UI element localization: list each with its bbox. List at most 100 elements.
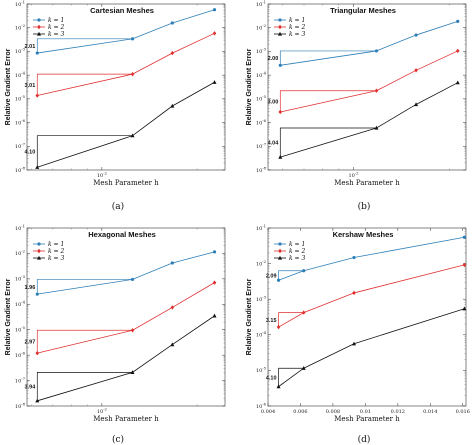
data-point-k1 (212, 250, 217, 254)
slope-triangle (278, 312, 304, 328)
data-point-k2 (35, 350, 40, 356)
legend-marker (37, 255, 41, 260)
data-point-k3 (170, 342, 175, 347)
y-tick-label: 10-7 (15, 376, 26, 385)
y-tick-label: 10-5 (256, 366, 267, 375)
data-point-k1 (276, 278, 281, 282)
data-point-k3 (455, 80, 460, 85)
x-tick-label: 10-2 (97, 171, 108, 180)
x-tick-label: 10-2 (97, 407, 108, 416)
data-point-k1 (278, 63, 282, 67)
slope-label: 3.15 (266, 318, 277, 324)
legend-label: k = 1 (289, 17, 305, 24)
legend-marker (278, 242, 282, 246)
chart-panel-1: 10-810-710-610-510-410-310-210-110-2Mesh… (5, 0, 226, 212)
data-point-k1 (35, 51, 39, 55)
panel-caption: (b) (358, 201, 371, 212)
data-point-k3 (414, 102, 419, 107)
series-line-k1 (278, 236, 465, 281)
legend-label: k = 2 (289, 24, 305, 31)
data-point-k3 (278, 154, 283, 159)
legend-marker (278, 255, 282, 260)
x-tick-label: 0.012 (391, 409, 405, 415)
legend-marker (37, 24, 41, 30)
series-line-k1 (280, 20, 458, 66)
data-point-k1 (456, 19, 460, 23)
y-tick-label: 10-8 (256, 165, 267, 174)
y-tick-label: 10-6 (256, 401, 267, 410)
legend-label: k = 1 (48, 241, 64, 248)
y-tick-label: 10-2 (15, 23, 26, 32)
data-point-k3 (462, 306, 467, 311)
plot-frame (26, 227, 226, 407)
y-tick-label: 10-5 (15, 325, 26, 334)
y-tick-label: 10-3 (15, 47, 26, 56)
data-point-k3 (374, 125, 379, 130)
data-point-k1 (212, 8, 217, 12)
y-tick-label: 10-3 (15, 274, 26, 283)
legend-marker (37, 31, 41, 36)
series-line-k3 (37, 315, 215, 402)
chart-title: Triangular Meshes (330, 6, 396, 15)
data-point-k2 (374, 88, 379, 93)
slope-triangle (279, 50, 377, 66)
chart-title: Kershaw Meshes (333, 230, 394, 239)
data-point-k3 (301, 366, 306, 370)
slope-label: 2.09 (266, 274, 277, 280)
y-axis-label: Relative Gradient Error (5, 48, 12, 125)
slope-triangle (36, 135, 133, 168)
y-tick-label: 10-1 (256, 0, 266, 8)
data-point-k2 (414, 68, 418, 73)
y-axis-label: Relative Gradient Error (246, 278, 253, 355)
legend-label: k = 1 (48, 17, 64, 24)
series-line-k2 (280, 50, 458, 113)
x-axis-label: Mesh Parameter h (334, 415, 400, 423)
panel-caption: (c) (112, 434, 124, 445)
y-tick-label: 10-1 (15, 0, 25, 8)
slope-label: 4.04 (268, 141, 280, 147)
data-point-k2 (35, 93, 40, 98)
y-tick-label: 10-2 (15, 249, 26, 258)
y-tick-label: 10-5 (15, 94, 26, 103)
series-line-k2 (37, 282, 215, 354)
slope-triangle (278, 270, 304, 281)
slope-label: 3.94 (25, 385, 37, 391)
data-point-k3 (130, 133, 135, 138)
legend-label: k = 2 (289, 248, 305, 255)
x-tick-label: 0.004 (261, 409, 275, 415)
y-tick-label: 10-4 (15, 70, 26, 79)
y-tick-label: 10-6 (256, 118, 267, 127)
legend-label: k = 3 (48, 31, 64, 38)
data-point-k2 (170, 305, 175, 310)
data-point-k1 (374, 49, 379, 53)
legend-marker (278, 31, 282, 36)
legend-marker (37, 18, 41, 22)
slope-label: 4.10 (25, 149, 36, 155)
series-line-k1 (37, 251, 215, 295)
slope-label: 3.01 (25, 83, 36, 89)
y-tick-label: 10-6 (15, 350, 26, 359)
data-point-k2 (130, 328, 135, 333)
data-point-k3 (276, 384, 281, 389)
y-tick-label: 10-6 (15, 118, 26, 127)
y-tick-label: 10-3 (256, 47, 267, 56)
series-line-k3 (280, 82, 458, 158)
slope-triangle (279, 90, 377, 112)
chart-panel-2: 10-810-710-610-510-410-310-210-110-2Mesh… (246, 0, 467, 212)
data-point-k2 (301, 310, 306, 315)
legend-label: k = 2 (48, 24, 64, 31)
x-tick-label: 0.008 (326, 409, 340, 415)
y-tick-label: 10-1 (256, 223, 266, 232)
data-point-k3 (352, 341, 357, 346)
y-axis-label: Relative Gradient Error (5, 278, 12, 355)
legend-label: k = 3 (48, 255, 64, 262)
legend-marker (37, 242, 41, 246)
x-axis-label: Mesh Parameter h (334, 179, 400, 187)
y-tick-label: 10-2 (256, 259, 267, 268)
y-tick-label: 10-8 (15, 401, 26, 410)
panel-caption: (d) (358, 434, 371, 445)
data-point-k3 (35, 165, 40, 169)
legend-label: k = 1 (289, 241, 305, 248)
slope-label: 3.00 (268, 99, 279, 105)
data-point-k3 (212, 313, 217, 318)
